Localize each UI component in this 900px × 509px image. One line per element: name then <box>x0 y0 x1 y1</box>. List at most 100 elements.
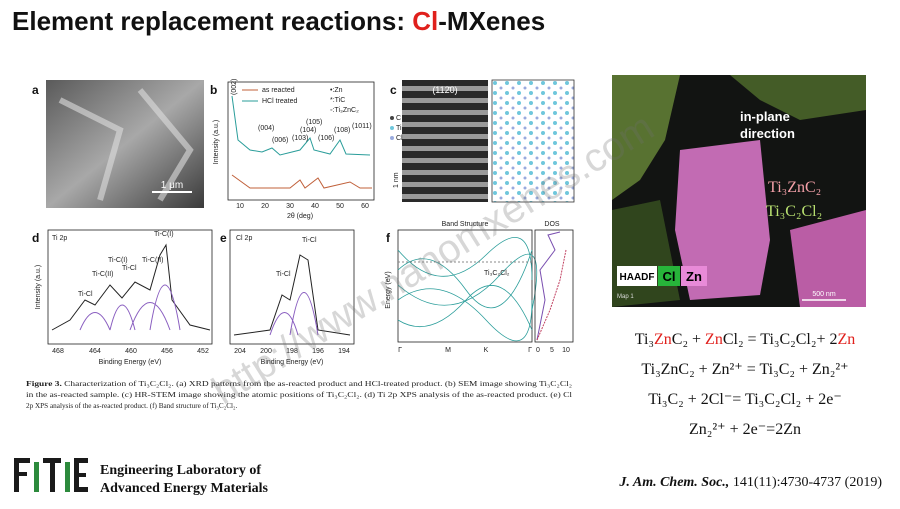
direction-label: direction <box>740 126 795 141</box>
legend-dot <box>390 126 394 130</box>
x-tick: K <box>484 347 489 354</box>
xps-curve <box>51 243 211 331</box>
legend-entry: Ti₃C₂Cl₂ <box>484 270 510 277</box>
x-tick: 0 <box>536 347 540 354</box>
lab-name: Engineering Laboratory of <box>100 463 261 478</box>
equation: Ti₃ZnC₂ + ZnCl₂ = Ti₃C₂Cl₂+ 2Zn <box>635 331 856 348</box>
channel-label: Cl <box>663 269 676 284</box>
panel-title: DOS <box>544 221 560 228</box>
x-axis-label: Binding Energy (eV) <box>261 359 324 366</box>
dos-curve <box>536 249 567 341</box>
y-axis-label: Intensity (a.u.) <box>35 265 42 309</box>
x-tick: M <box>445 347 451 354</box>
x-tick: 196 <box>312 348 324 355</box>
x-tick: 200 <box>260 348 272 355</box>
panel-label: d <box>32 231 39 245</box>
panel-label: a <box>32 83 39 97</box>
peak-label: Ti-C(I) <box>108 257 128 264</box>
equation-part: C₂ + <box>672 331 705 348</box>
peak-label: (1011) <box>352 123 372 130</box>
equation-part: Zn₂²⁺ + 2e⁻=2Zn <box>689 421 801 438</box>
x-tick: 204 <box>234 348 246 355</box>
channel-box <box>681 266 707 286</box>
atom-model <box>491 79 575 203</box>
peak-label: Ti-C(I) <box>154 231 174 238</box>
x-tick: 468 <box>52 348 64 355</box>
equation: Ti₃C₂ + 2Cl⁻= Ti₃C₂Cl₂ + 2e⁻ <box>648 391 842 408</box>
map-pink <box>790 210 866 307</box>
caption-line: Figure 3. Characterization of Ti₃C₂Cl₂. … <box>26 380 573 388</box>
map-label: Map 1 <box>617 294 634 300</box>
lab-logo <box>14 458 88 492</box>
title-part: -MXenes <box>438 6 545 36</box>
dos-frame <box>534 229 574 343</box>
equation-part: Cl₂ = Ti₃C₂Cl₂+ 2 <box>723 331 838 348</box>
plot-frame <box>229 229 355 345</box>
marker-key: •:Zn <box>330 87 343 94</box>
channel-box <box>617 266 657 286</box>
plot-frame <box>227 81 375 201</box>
lab-name: Advanced Energy Materials <box>100 481 269 496</box>
plot-frame <box>397 229 533 343</box>
peak-label: (006) <box>272 137 288 144</box>
xps-curve <box>233 254 351 336</box>
peak-label: (105) <box>306 119 322 126</box>
title-part: Element replacement reactions: <box>12 6 412 36</box>
peak-label: (106) <box>318 135 334 142</box>
panel-label: c <box>390 83 397 97</box>
y-axis-label: Intensity (a.u.) <box>213 120 220 164</box>
stem-image <box>402 80 488 202</box>
slide-title: Element replacement reactions: Cl-MXenes <box>12 6 545 36</box>
title-part: Cl <box>412 6 438 36</box>
peak-label: (002) <box>231 79 238 95</box>
direction-label: in-plane <box>740 109 790 124</box>
phase-label: Ti₃C₂Cl₂ <box>766 203 822 220</box>
caption-label: Figure 3. <box>26 380 62 388</box>
legend-entry: Ti <box>396 125 402 132</box>
equation-part: Zn <box>837 331 855 348</box>
xps-fit <box>79 284 181 331</box>
channel-box <box>658 266 680 286</box>
x-tick: 198 <box>286 348 298 355</box>
marker-key: ◦:Ti₃ZnC₂ <box>330 107 359 114</box>
peak-label: Ti-Cl <box>122 265 137 272</box>
panel-label: b <box>210 83 217 97</box>
legend-entry: HCl treated <box>262 98 298 105</box>
channel-label: HAADF <box>620 272 655 283</box>
peak-label: Ti-C(II) <box>92 271 114 278</box>
equation-part: Zn <box>705 331 723 348</box>
equations: Ti₃ZnC₂ + ZnCl₂ = Ti₃C₂Cl₂+ 2Zn Ti₃ZnC₂ +… <box>635 331 856 438</box>
peak-label: Ti-Cl <box>78 291 93 298</box>
equation: Ti₃ZnC₂ + Zn²⁺ = Ti₃C₂ + Zn₂²⁺ <box>641 361 848 378</box>
peak-label: (104) <box>300 127 316 134</box>
peak-label: Ti-Cl <box>302 237 317 244</box>
peak-label: Ti-Cl <box>276 271 291 278</box>
caption-line: in the as-reacted sample. (c) HR-STEM im… <box>26 391 572 399</box>
map-green <box>612 75 680 200</box>
x-tick: 50 <box>336 203 344 210</box>
peak-label: Ti-C(II) <box>142 257 164 264</box>
peak-label: (108) <box>334 127 350 134</box>
legend-dot <box>390 136 394 140</box>
x-tick: 194 <box>338 348 350 355</box>
panel-title: Band Structure <box>442 221 489 228</box>
x-tick: Γ <box>528 347 532 354</box>
band-lines <box>397 237 538 342</box>
marker-key: *:TiC <box>330 97 345 104</box>
x-axis-label: Binding Energy (eV) <box>99 359 162 366</box>
xrd-hcl <box>231 95 371 156</box>
panel-title: Cl 2p <box>236 235 252 242</box>
panel-title: Ti 2p <box>52 235 67 242</box>
equation-part: Ti₃C₂ + 2Cl⁻= Ti₃C₂Cl₂ + 2e⁻ <box>648 391 842 408</box>
scale-text: 1 μm <box>161 180 183 191</box>
x-tick: 60 <box>361 203 369 210</box>
xps-fit <box>269 292 319 336</box>
zone-axis: (112̄0) <box>432 85 457 95</box>
x-tick: 456 <box>161 348 173 355</box>
citation-details: 141(11):4730-4737 (2019) <box>729 475 882 490</box>
equation-part: Zn <box>654 331 672 348</box>
peak-label: (103) <box>292 135 308 142</box>
equation-part: Ti₃ZnC₂ + Zn²⁺ = Ti₃C₂ + Zn₂²⁺ <box>641 361 848 378</box>
citation-journal: J. Am. Chem. Soc., <box>618 475 729 490</box>
